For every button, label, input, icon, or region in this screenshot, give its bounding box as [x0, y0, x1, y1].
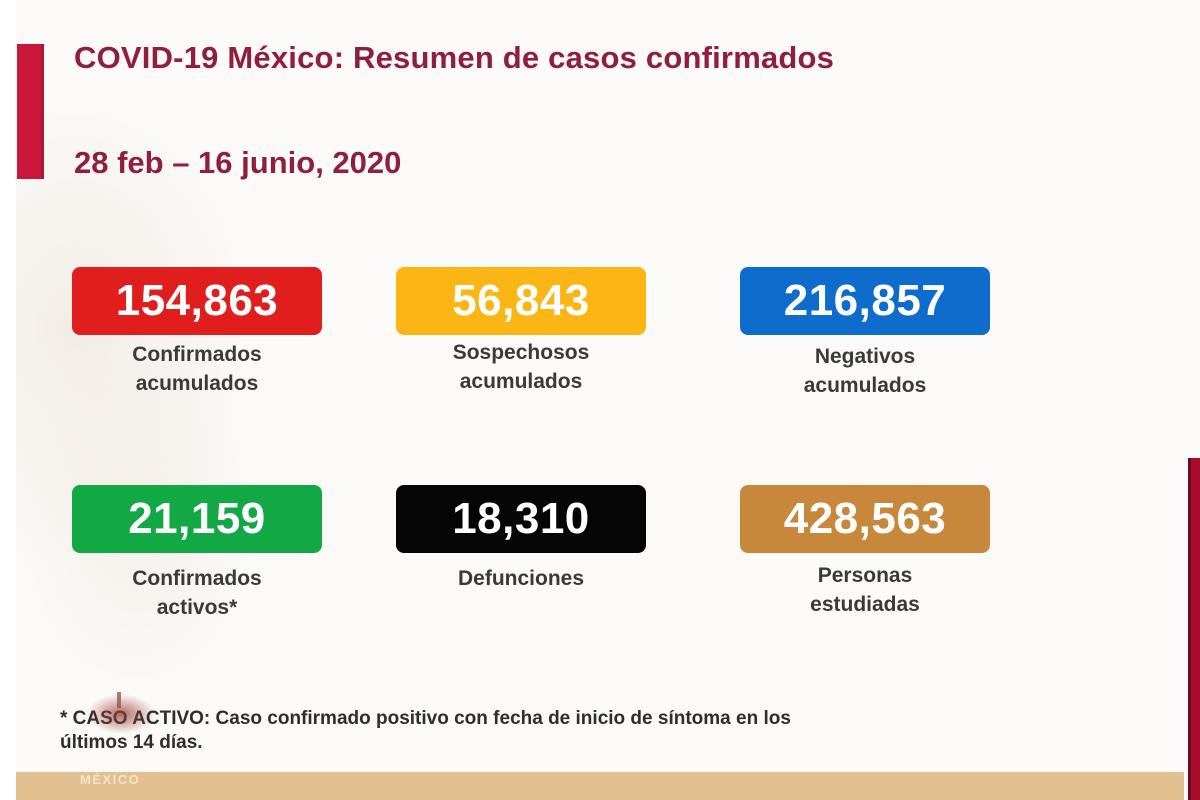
tile-confirmados-activos: 21,159 [72, 485, 322, 553]
footer-logo: MÉXICO [80, 772, 141, 787]
emblem-icon [86, 694, 156, 734]
label-line: acumulados [803, 374, 927, 397]
date-range: 28 feb – 16 junio, 2020 [74, 145, 402, 180]
page-title: COVID-19 México: Resumen de casos confir… [74, 40, 835, 75]
label-line: Personas [817, 564, 913, 587]
background-watermark [16, 0, 436, 800]
title-accent-bar [17, 44, 44, 179]
tile-defunciones: 18,310 [396, 485, 646, 553]
tile-label-sospechosos-acumulados: Sospechosos acumulados [396, 338, 646, 396]
left-margin [0, 0, 16, 800]
tile-negativos-acumulados: 216,857 [740, 267, 990, 335]
tile-sospechosos-acumulados: 56,843 [396, 267, 646, 335]
tile-value: 154,863 [115, 276, 279, 325]
tile-value: 56,843 [452, 276, 590, 325]
label-line: activos* [156, 596, 238, 619]
tile-value: 428,563 [783, 494, 947, 543]
footnote-line: últimos 14 días. [60, 732, 203, 753]
tile-label-personas-estudiadas: Personas estudiadas [740, 561, 990, 619]
tile-value: 216,857 [783, 276, 947, 325]
label-line: acumulados [135, 372, 259, 395]
tile-value: 21,159 [128, 494, 266, 543]
label-line: Confirmados [132, 567, 262, 590]
label-line: Confirmados [132, 343, 262, 366]
label-line: Defunciones [457, 567, 585, 590]
emblem-spire-icon [117, 692, 121, 708]
label-line: Negativos [814, 345, 916, 368]
footnote: * CASO ACTIVO: Caso confirmado positivo … [60, 707, 980, 755]
label-line: acumulados [459, 370, 583, 393]
label-line: Sospechosos [452, 341, 590, 364]
footer-band [16, 772, 1184, 800]
tile-label-confirmados-activos: Confirmados activos* [72, 564, 322, 622]
tile-label-confirmados-acumulados: Confirmados acumulados [72, 340, 322, 398]
tile-value: 18,310 [452, 494, 590, 543]
tile-personas-estudiadas: 428,563 [740, 485, 990, 553]
right-accent-bar [1188, 458, 1200, 800]
label-line: estudiadas [810, 593, 920, 616]
tile-label-defunciones: Defunciones [396, 564, 646, 593]
footnote-line: * CASO ACTIVO: Caso confirmado positivo … [60, 708, 791, 729]
tile-confirmados-acumulados: 154,863 [72, 267, 322, 335]
tile-label-negativos-acumulados: Negativos acumulados [740, 342, 990, 400]
